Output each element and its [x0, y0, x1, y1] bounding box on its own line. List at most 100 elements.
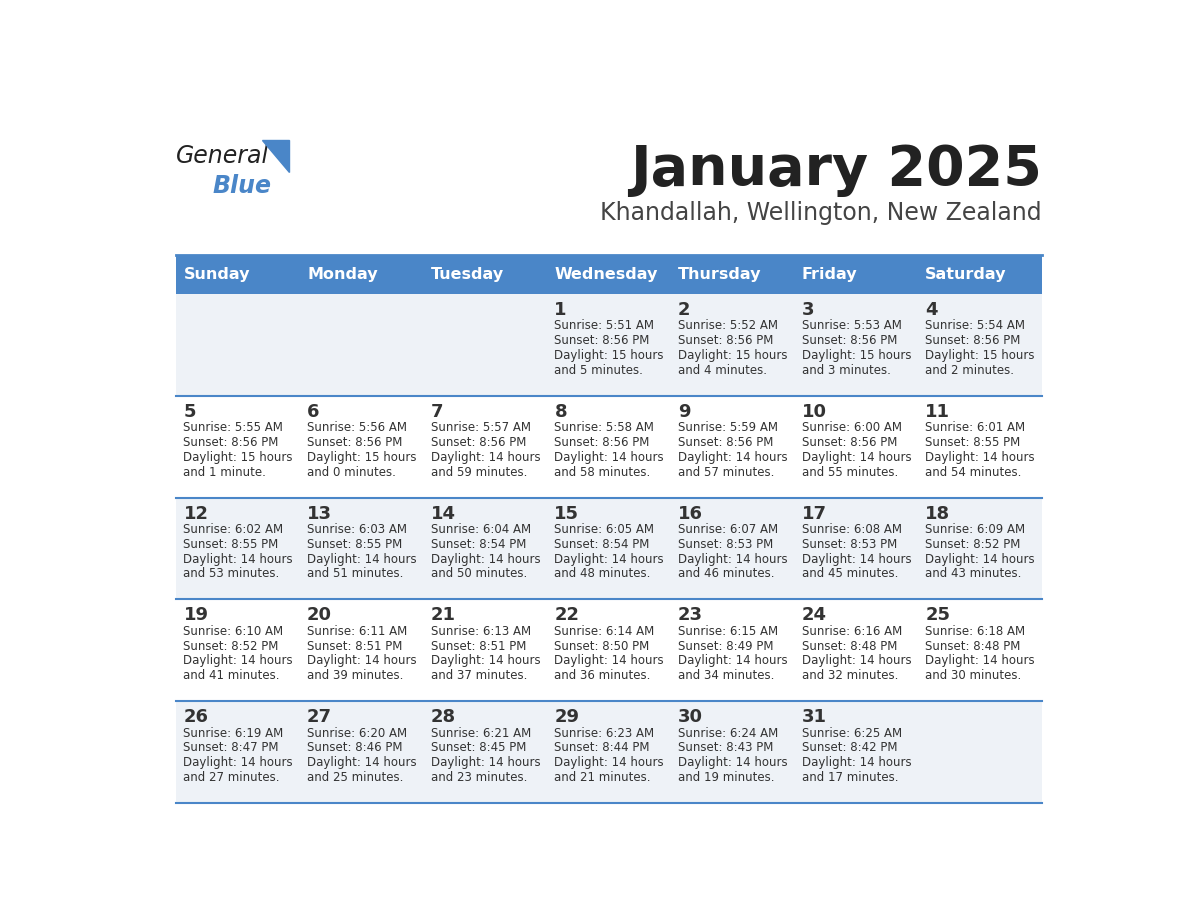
Text: and 3 minutes.: and 3 minutes. — [802, 364, 891, 377]
Text: Sunset: 8:54 PM: Sunset: 8:54 PM — [431, 538, 526, 551]
Text: and 58 minutes.: and 58 minutes. — [555, 465, 651, 478]
Text: Sunrise: 6:19 AM: Sunrise: 6:19 AM — [183, 726, 284, 740]
Text: Daylight: 14 hours: Daylight: 14 hours — [431, 655, 541, 667]
Text: Daylight: 14 hours: Daylight: 14 hours — [183, 655, 293, 667]
Text: Sunrise: 6:21 AM: Sunrise: 6:21 AM — [431, 726, 531, 740]
Text: and 4 minutes.: and 4 minutes. — [678, 364, 767, 377]
Bar — [795, 599, 918, 701]
Text: and 23 minutes.: and 23 minutes. — [431, 771, 527, 784]
Text: Sunset: 8:52 PM: Sunset: 8:52 PM — [925, 538, 1020, 551]
Bar — [176, 294, 299, 396]
Text: Sunset: 8:56 PM: Sunset: 8:56 PM — [802, 436, 897, 449]
Text: and 32 minutes.: and 32 minutes. — [802, 669, 898, 682]
Text: and 57 minutes.: and 57 minutes. — [678, 465, 775, 478]
Text: Daylight: 14 hours: Daylight: 14 hours — [183, 756, 293, 769]
Text: 15: 15 — [555, 505, 580, 522]
Text: Daylight: 14 hours: Daylight: 14 hours — [555, 451, 664, 464]
Text: Sunrise: 6:00 AM: Sunrise: 6:00 AM — [802, 421, 902, 434]
Text: and 5 minutes.: and 5 minutes. — [555, 364, 643, 377]
Text: Daylight: 14 hours: Daylight: 14 hours — [308, 553, 417, 565]
Bar — [918, 294, 1042, 396]
Text: and 27 minutes.: and 27 minutes. — [183, 771, 280, 784]
Text: Sunrise: 5:53 AM: Sunrise: 5:53 AM — [802, 319, 902, 332]
Text: 22: 22 — [555, 607, 580, 624]
Text: Sunset: 8:45 PM: Sunset: 8:45 PM — [431, 742, 526, 755]
Text: 19: 19 — [183, 607, 208, 624]
Text: Thursday: Thursday — [678, 267, 762, 282]
Text: Daylight: 14 hours: Daylight: 14 hours — [802, 553, 911, 565]
Text: and 2 minutes.: and 2 minutes. — [925, 364, 1015, 377]
Bar — [546, 498, 671, 599]
Text: Sunset: 8:51 PM: Sunset: 8:51 PM — [431, 640, 526, 653]
Text: Sunset: 8:55 PM: Sunset: 8:55 PM — [183, 538, 279, 551]
Bar — [671, 599, 795, 701]
Text: 4: 4 — [925, 301, 937, 319]
Text: Daylight: 14 hours: Daylight: 14 hours — [555, 553, 664, 565]
Text: Daylight: 15 hours: Daylight: 15 hours — [802, 349, 911, 362]
Text: Blue: Blue — [213, 174, 272, 197]
Text: 14: 14 — [431, 505, 456, 522]
Text: and 45 minutes.: and 45 minutes. — [802, 567, 898, 580]
Text: Sunrise: 6:18 AM: Sunrise: 6:18 AM — [925, 625, 1025, 638]
Text: and 34 minutes.: and 34 minutes. — [678, 669, 775, 682]
Text: Sunrise: 6:20 AM: Sunrise: 6:20 AM — [308, 726, 407, 740]
Text: and 0 minutes.: and 0 minutes. — [308, 465, 396, 478]
Text: and 59 minutes.: and 59 minutes. — [431, 465, 527, 478]
Text: and 25 minutes.: and 25 minutes. — [308, 771, 404, 784]
Text: Sunrise: 6:03 AM: Sunrise: 6:03 AM — [308, 523, 407, 536]
Text: and 48 minutes.: and 48 minutes. — [555, 567, 651, 580]
Text: Daylight: 14 hours: Daylight: 14 hours — [431, 756, 541, 769]
Bar — [299, 396, 423, 498]
Text: 17: 17 — [802, 505, 827, 522]
Text: Khandallah, Wellington, New Zealand: Khandallah, Wellington, New Zealand — [600, 201, 1042, 225]
Text: Sunset: 8:56 PM: Sunset: 8:56 PM — [183, 436, 279, 449]
Text: Daylight: 14 hours: Daylight: 14 hours — [925, 553, 1035, 565]
Text: Sunset: 8:49 PM: Sunset: 8:49 PM — [678, 640, 773, 653]
Bar — [671, 255, 795, 294]
Bar — [423, 294, 546, 396]
Text: and 21 minutes.: and 21 minutes. — [555, 771, 651, 784]
Text: Sunset: 8:56 PM: Sunset: 8:56 PM — [555, 334, 650, 347]
Bar — [671, 396, 795, 498]
Text: Daylight: 14 hours: Daylight: 14 hours — [431, 553, 541, 565]
Text: 10: 10 — [802, 403, 827, 420]
Text: General: General — [176, 144, 270, 168]
Bar — [671, 498, 795, 599]
Bar — [918, 498, 1042, 599]
Text: and 50 minutes.: and 50 minutes. — [431, 567, 527, 580]
Text: Daylight: 14 hours: Daylight: 14 hours — [678, 451, 788, 464]
Bar — [176, 599, 299, 701]
Text: Monday: Monday — [308, 267, 378, 282]
Text: 28: 28 — [431, 708, 456, 726]
Text: Sunrise: 6:08 AM: Sunrise: 6:08 AM — [802, 523, 902, 536]
Text: Sunset: 8:51 PM: Sunset: 8:51 PM — [308, 640, 403, 653]
Bar — [918, 701, 1042, 803]
Text: 11: 11 — [925, 403, 950, 420]
Bar — [423, 599, 546, 701]
Bar — [918, 255, 1042, 294]
Text: and 53 minutes.: and 53 minutes. — [183, 567, 279, 580]
Text: Sunset: 8:46 PM: Sunset: 8:46 PM — [308, 742, 403, 755]
Text: Daylight: 15 hours: Daylight: 15 hours — [925, 349, 1035, 362]
Bar — [299, 255, 423, 294]
Text: 27: 27 — [308, 708, 333, 726]
Text: Daylight: 14 hours: Daylight: 14 hours — [925, 451, 1035, 464]
Bar — [671, 701, 795, 803]
Text: Sunrise: 6:15 AM: Sunrise: 6:15 AM — [678, 625, 778, 638]
Text: Daylight: 15 hours: Daylight: 15 hours — [308, 451, 417, 464]
Bar — [176, 255, 299, 294]
Bar — [546, 396, 671, 498]
Text: Sunrise: 6:04 AM: Sunrise: 6:04 AM — [431, 523, 531, 536]
Text: Daylight: 14 hours: Daylight: 14 hours — [802, 451, 911, 464]
Bar — [299, 701, 423, 803]
Text: Sunrise: 6:05 AM: Sunrise: 6:05 AM — [555, 523, 655, 536]
Text: 5: 5 — [183, 403, 196, 420]
Bar — [423, 255, 546, 294]
Bar — [176, 498, 299, 599]
Bar — [795, 255, 918, 294]
Text: Sunset: 8:54 PM: Sunset: 8:54 PM — [555, 538, 650, 551]
Text: Sunrise: 6:02 AM: Sunrise: 6:02 AM — [183, 523, 284, 536]
Text: Wednesday: Wednesday — [555, 267, 658, 282]
Text: Sunrise: 6:14 AM: Sunrise: 6:14 AM — [555, 625, 655, 638]
Text: Sunset: 8:55 PM: Sunset: 8:55 PM — [308, 538, 403, 551]
